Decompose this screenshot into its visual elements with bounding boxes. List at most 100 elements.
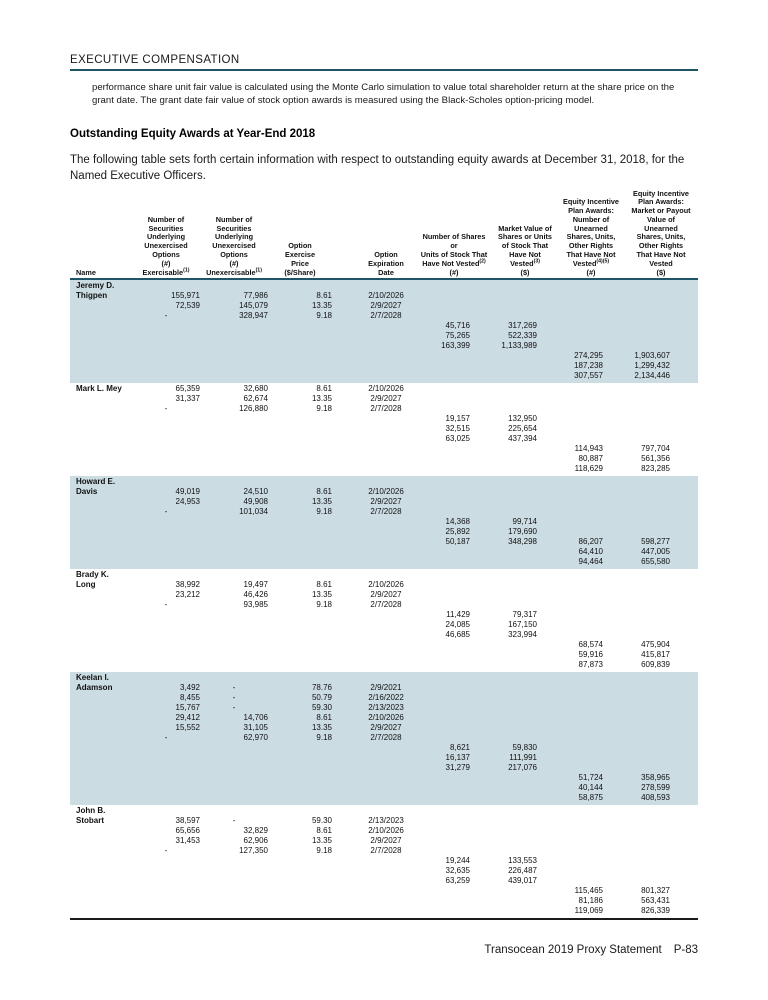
table-cell: 68,574	[578, 640, 603, 650]
table-cell	[492, 660, 558, 670]
table-cell: 9.18	[316, 600, 332, 610]
table-cell	[492, 806, 558, 816]
table-cell	[200, 753, 268, 763]
officer-name-cell	[70, 394, 132, 404]
table-cell	[332, 673, 416, 683]
table-cell	[416, 497, 492, 507]
table-cell	[558, 876, 624, 886]
table-cell: 63,259	[445, 876, 470, 886]
table-cell: 522,339	[508, 331, 537, 341]
table-row: 15,767 - 59.30 2/13/2023	[70, 703, 698, 713]
table-cell	[624, 301, 698, 311]
table-cell: 51,724	[578, 773, 603, 783]
table-cell	[624, 713, 698, 723]
table-cell: 8.61	[316, 384, 332, 394]
table-row: 81,186 563,431	[70, 896, 698, 906]
table-cell: 13.35	[311, 723, 332, 733]
table-cell	[624, 281, 698, 291]
table-cell: 2/9/2027	[370, 497, 402, 507]
table-cell	[492, 361, 558, 371]
table-cell	[416, 723, 492, 733]
table-cell	[416, 600, 492, 610]
table-cell	[200, 783, 268, 793]
table-cell	[332, 763, 416, 773]
table-cell	[132, 793, 200, 803]
table-cell	[558, 517, 624, 527]
table-cell	[200, 876, 268, 886]
table-cell	[132, 876, 200, 886]
table-cell: 3,492	[179, 683, 200, 693]
table-cell	[492, 816, 558, 826]
table-cell	[558, 693, 624, 703]
table-cell	[558, 836, 624, 846]
table-cell	[416, 673, 492, 683]
table-cell	[492, 454, 558, 464]
table-cell: -	[164, 600, 168, 610]
table-cell	[200, 434, 268, 444]
table-cell	[416, 557, 492, 567]
table-cell	[268, 464, 332, 474]
table-row: 118,629 823,285	[70, 464, 698, 474]
table-row: 40,144 278,599	[70, 783, 698, 793]
table-cell	[200, 856, 268, 866]
table-cell	[332, 856, 416, 866]
table-cell: 13.35	[311, 590, 332, 600]
table-cell: 8.61	[316, 291, 332, 301]
table-cell	[200, 660, 268, 670]
table-cell	[132, 906, 200, 916]
table-cell: 9.18	[316, 507, 332, 517]
officer-name-cell	[70, 660, 132, 670]
table-cell	[558, 743, 624, 753]
table-cell: 217,076	[508, 763, 537, 773]
table-body: Jeremy D. Thigpen 155,971 77,986 8.61 2/10/20…	[70, 280, 698, 921]
officer-name-cell	[70, 783, 132, 793]
table-cell: 32,635	[445, 866, 470, 876]
table-cell: 11,429	[446, 610, 470, 620]
table-cell	[558, 311, 624, 321]
table-cell	[558, 384, 624, 394]
table-cell	[200, 444, 268, 454]
table-cell	[624, 341, 698, 351]
table-cell: 609,839	[641, 660, 670, 670]
table-cell	[268, 537, 332, 547]
table-cell	[200, 866, 268, 876]
table-cell: 78.76	[311, 683, 332, 693]
officer-name-cell	[70, 517, 132, 527]
table-row: 114,943 797,704	[70, 444, 698, 454]
table-cell	[558, 321, 624, 331]
table-cell: 32,680	[243, 384, 268, 394]
table-cell	[492, 733, 558, 743]
officer-name-cell	[70, 866, 132, 876]
table-cell	[132, 477, 200, 487]
officer-name-cell	[70, 906, 132, 916]
table-cell	[492, 557, 558, 567]
table-cell	[132, 557, 200, 567]
table-cell: 1,133,989	[501, 341, 537, 351]
table-cell	[558, 291, 624, 301]
table-cell: 145,079	[239, 301, 268, 311]
officer-name-cell	[70, 846, 132, 856]
table-cell	[268, 620, 332, 630]
table-cell: 32,515	[445, 424, 470, 434]
table-cell: -	[164, 311, 168, 321]
table-cell	[492, 497, 558, 507]
table-cell	[416, 693, 492, 703]
table-cell: 49,019	[175, 487, 200, 497]
table-cell	[200, 351, 268, 361]
table-cell	[624, 763, 698, 773]
table-cell	[268, 361, 332, 371]
table-cell	[132, 640, 200, 650]
table-row: 94,464 655,580	[70, 557, 698, 567]
table-cell	[492, 886, 558, 896]
table-cell: 8.61	[316, 487, 332, 497]
table-row: 58,875 408,593	[70, 793, 698, 803]
table-cell	[332, 906, 416, 916]
table-cell	[492, 371, 558, 381]
table-cell	[492, 846, 558, 856]
footer-text: Transocean 2019 Proxy Statement	[484, 944, 662, 957]
table-row: Long 38,992 19,497 8.61 2/10/2026	[70, 580, 698, 590]
officer-name-cell	[70, 497, 132, 507]
table-cell: 9.18	[316, 733, 332, 743]
table-cell	[200, 640, 268, 650]
table-cell	[268, 866, 332, 876]
